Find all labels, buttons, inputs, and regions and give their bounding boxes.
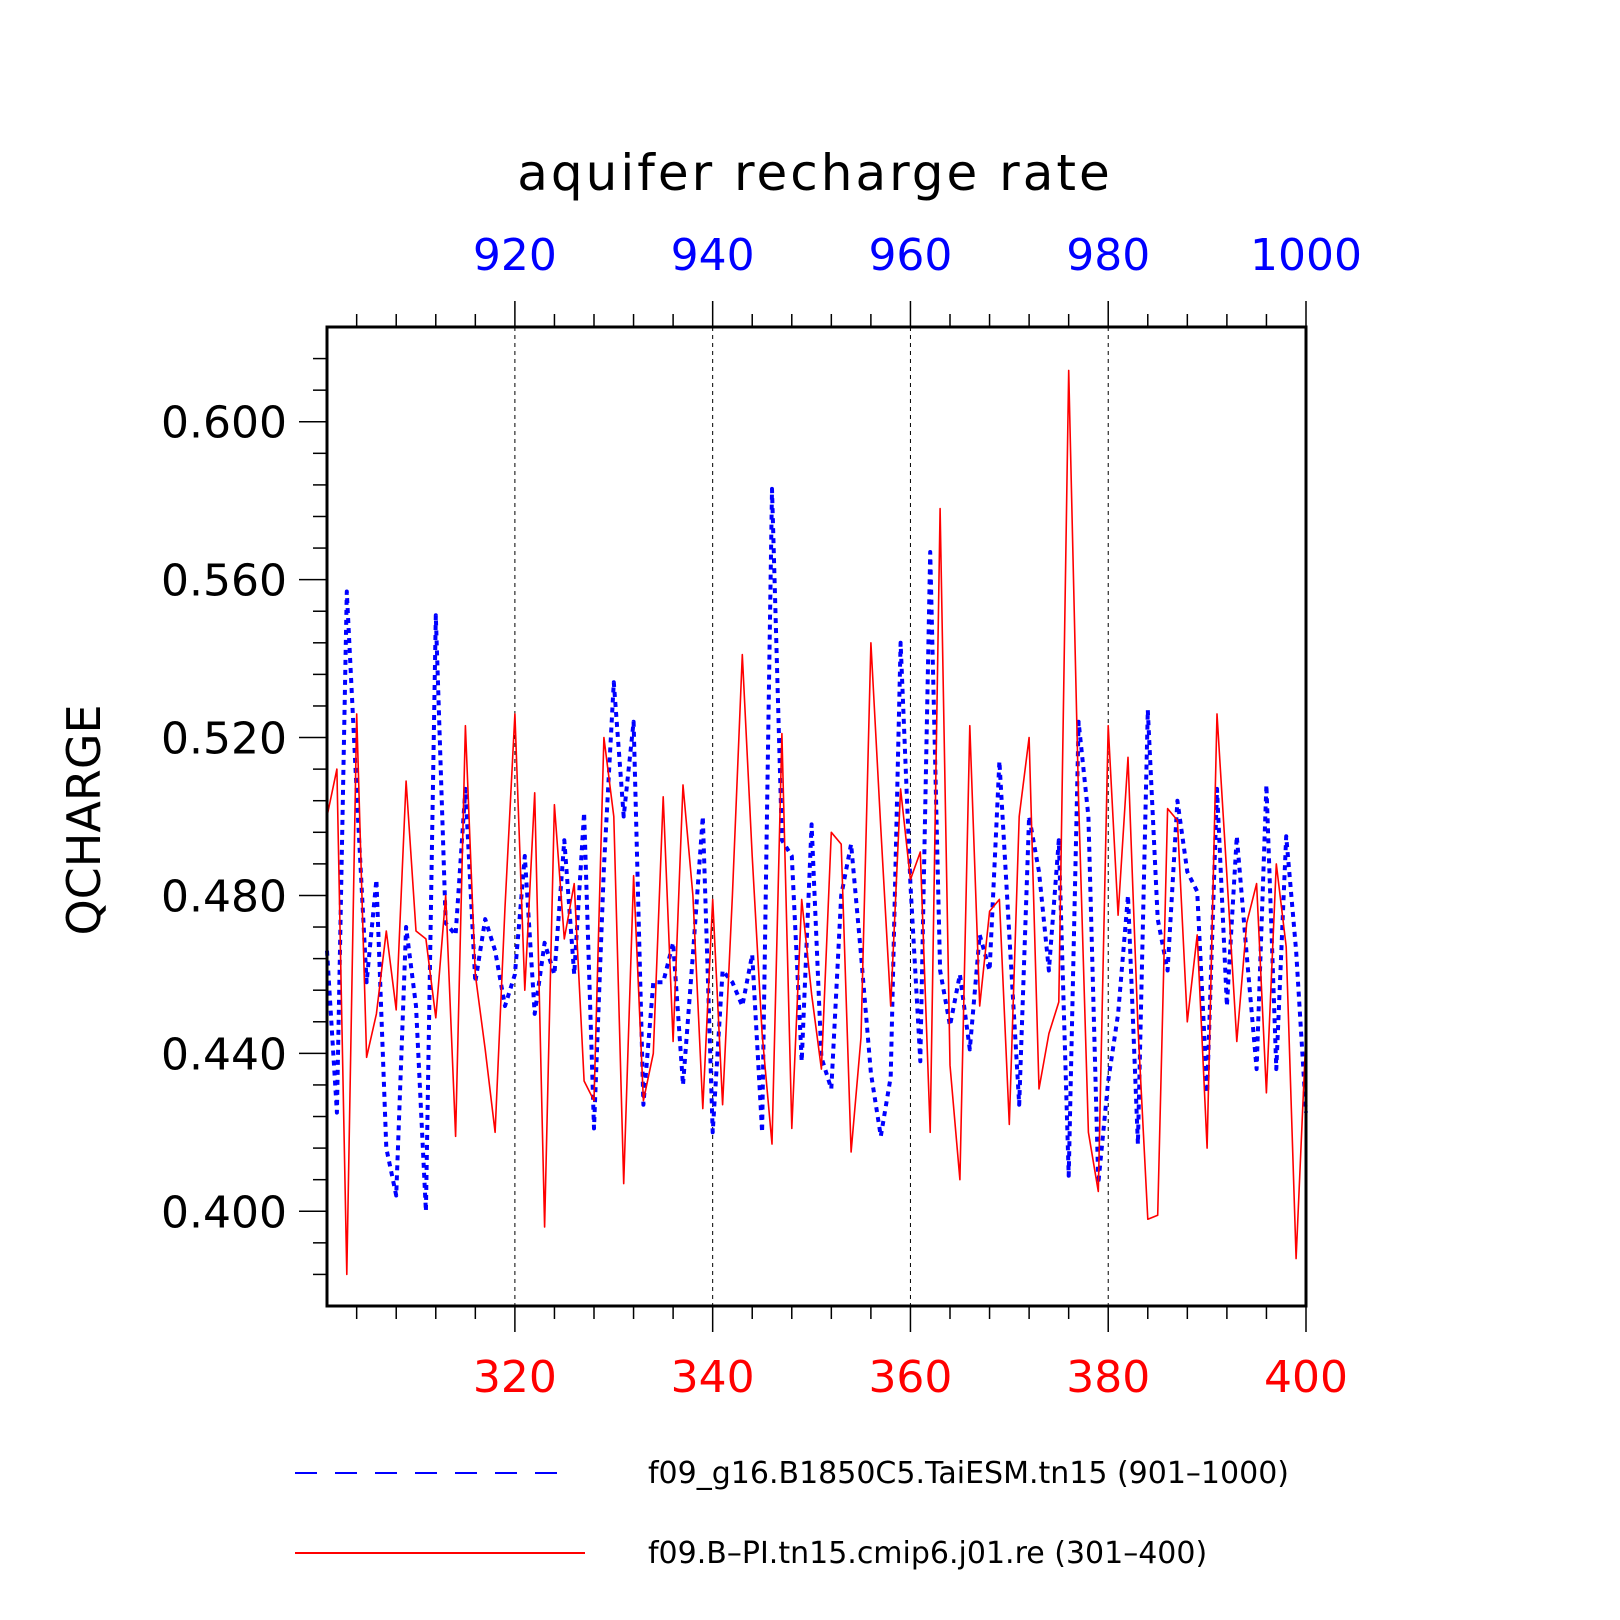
legend: f09_g16.B1850C5.TaiESM.tn15 (901–1000) f…: [295, 1456, 1289, 1571]
bottom-tick-label: 400: [1264, 1352, 1348, 1403]
chart-title: aquifer recharge rate: [517, 144, 1112, 202]
series-line-red: [326, 369, 1307, 1276]
bottom-tick-label: 320: [473, 1352, 557, 1403]
y-tick-label: 0.480: [161, 871, 287, 922]
axes: [299, 301, 1308, 1332]
tick-labels: 0.400 0.440 0.480 0.520 0.560 0.600 920 940 960 9…: [161, 230, 1362, 1403]
y-tick-label: 0.400: [161, 1187, 287, 1238]
bottom-tick-label: 340: [671, 1352, 755, 1403]
legend-label-red: f09.B–PI.tn15.cmip6.j01.re (301–400): [648, 1536, 1207, 1571]
top-tick-label: 960: [868, 230, 952, 281]
series-line-blue: [325, 486, 1308, 1214]
legend-label-blue: f09_g16.B1850C5.TaiESM.tn15 (901–1000): [648, 1456, 1289, 1491]
top-tick-label: 940: [671, 230, 755, 281]
y-tick-label: 0.440: [161, 1029, 287, 1080]
y-tick-label: 0.600: [161, 398, 287, 449]
bottom-tick-label: 360: [868, 1352, 952, 1403]
bottom-tick-label: 380: [1066, 1352, 1150, 1403]
y-tick-label: 0.560: [161, 556, 287, 607]
top-tick-label: 920: [473, 230, 557, 281]
y-axis-label: QCHARGE: [57, 704, 111, 935]
plot-frame: [325, 325, 1308, 1308]
y-tick-label: 0.520: [161, 714, 287, 765]
top-tick-label: 980: [1066, 230, 1150, 281]
series-layer: [325, 369, 1308, 1276]
top-tick-label: 1000: [1250, 230, 1362, 281]
grid-lines: [514, 327, 1109, 1306]
